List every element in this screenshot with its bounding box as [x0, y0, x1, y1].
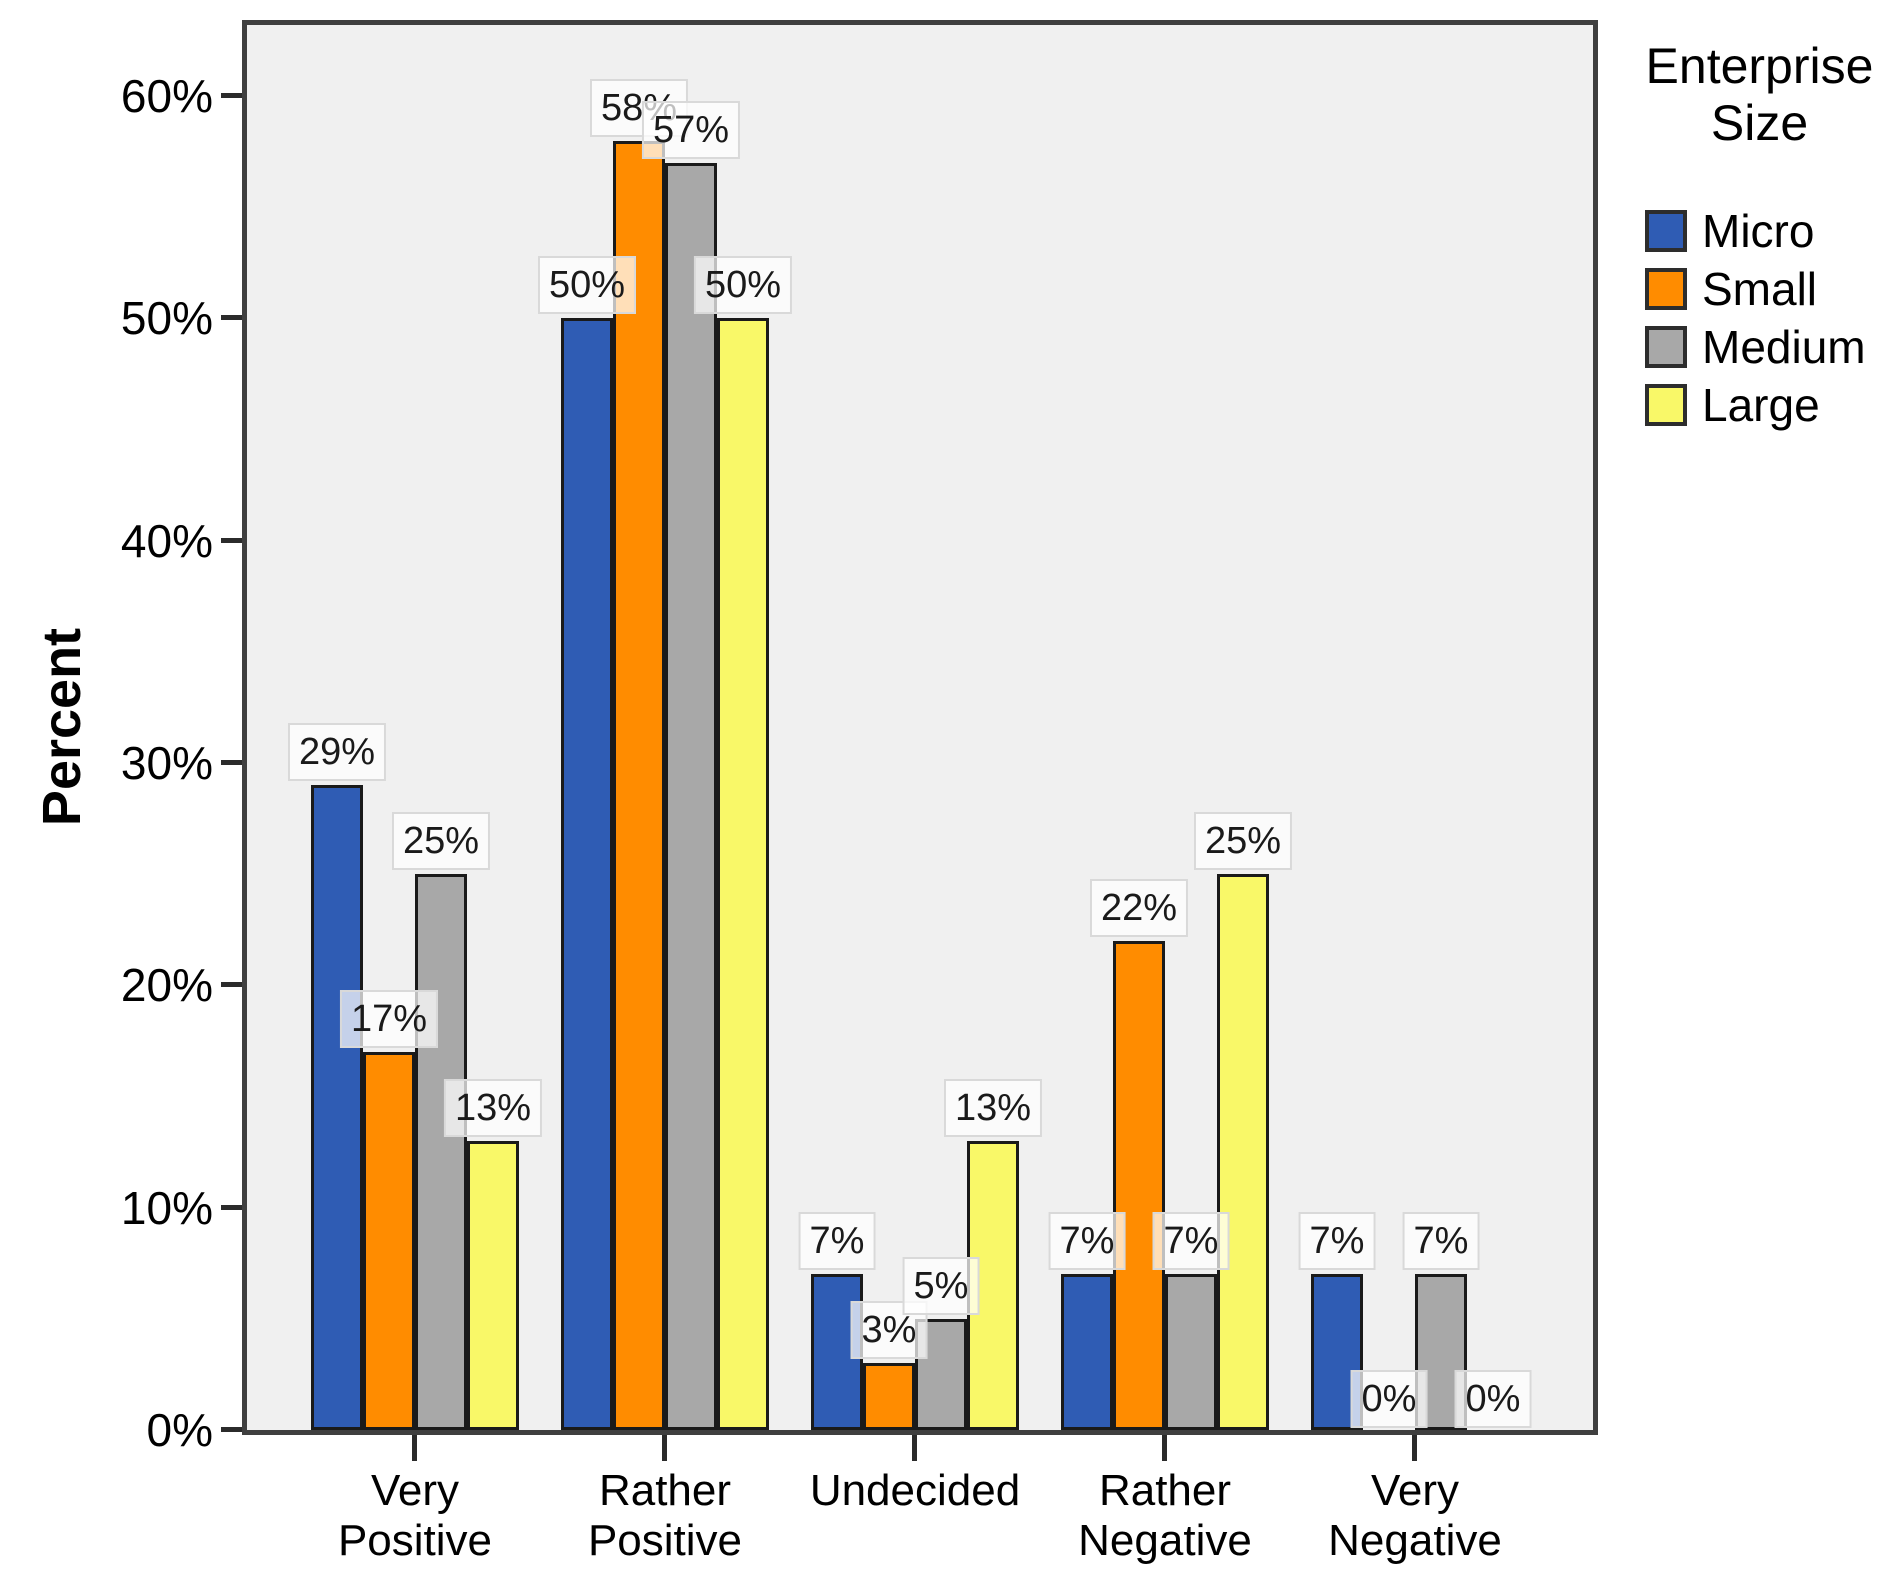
- x-tick-mark: [412, 1435, 417, 1461]
- plot-area: 29% 50% 7% 7% 7% 17% 58% 3% 22% 0% 25% 57% 5% 7% 7% 13%…: [242, 20, 1598, 1435]
- x-tick-mark: [912, 1435, 917, 1461]
- bar: [1061, 1274, 1113, 1430]
- y-tick-mark: [221, 315, 247, 321]
- y-axis-title: Percent: [32, 627, 92, 827]
- legend-item: Large: [1645, 380, 1820, 430]
- bar: [1165, 1274, 1217, 1430]
- x-category-label: Very Positive: [337, 1466, 493, 1565]
- legend-title: Enterprise Size: [1645, 38, 1874, 151]
- legend-label: Small: [1702, 263, 1818, 315]
- bar-value-label: 7%: [1152, 1212, 1230, 1270]
- bar-value-label: 5%: [902, 1257, 980, 1315]
- legend-label: Medium: [1702, 321, 1866, 373]
- bar-value-label: 13%: [943, 1079, 1043, 1137]
- y-tick-label: 40%: [120, 514, 213, 567]
- x-tick-mark: [662, 1435, 667, 1461]
- bar: [311, 785, 363, 1430]
- bar: [415, 874, 467, 1430]
- bar: [1113, 941, 1165, 1430]
- bar: [363, 1052, 415, 1430]
- bar-value-label: 29%: [287, 723, 387, 781]
- bar-value-label: 13%: [443, 1079, 543, 1137]
- bar: [665, 163, 717, 1430]
- x-category-label: Rather Positive: [587, 1466, 743, 1565]
- bar-value-label: 57%: [641, 101, 741, 159]
- bar-value-label: 7%: [1048, 1212, 1126, 1270]
- bar-value-label: 25%: [1193, 812, 1293, 870]
- legend-swatch-medium: [1645, 326, 1687, 368]
- x-category-label: Very Negative: [1328, 1466, 1502, 1565]
- bar-value-label: 7%: [1402, 1212, 1480, 1270]
- y-tick-label: 60%: [120, 70, 213, 123]
- y-tick-label: 50%: [120, 292, 213, 345]
- y-tick-label: 0%: [146, 1404, 213, 1456]
- legend-item: Small: [1645, 264, 1817, 314]
- y-tick-label: 10%: [120, 1181, 213, 1234]
- x-tick-mark: [1412, 1435, 1417, 1461]
- bar-value-label: 25%: [391, 812, 491, 870]
- bar: [613, 141, 665, 1430]
- x-tick-mark: [1162, 1435, 1167, 1461]
- bar: [561, 318, 613, 1430]
- bar: [863, 1363, 915, 1430]
- x-category-label: Undecided: [809, 1466, 1021, 1515]
- bar-value-label: 0%: [1454, 1370, 1532, 1428]
- bar-value-label: 7%: [798, 1212, 876, 1270]
- y-tick-label: 20%: [120, 959, 213, 1012]
- y-tick-mark: [221, 760, 247, 766]
- legend-label: Micro: [1702, 205, 1815, 257]
- y-tick-mark: [221, 982, 247, 988]
- bar-value-label: 50%: [537, 256, 637, 314]
- legend-label: Large: [1702, 379, 1820, 431]
- legend-swatch-small: [1645, 268, 1687, 310]
- legend-swatch-large: [1645, 384, 1687, 426]
- bar-value-label: 22%: [1089, 879, 1189, 937]
- bar: [1217, 874, 1269, 1430]
- x-category-label: Rather Negative: [1078, 1466, 1252, 1565]
- bar-value-label: 17%: [339, 990, 439, 1048]
- bar: [467, 1141, 519, 1430]
- y-tick-label: 30%: [120, 737, 213, 790]
- y-tick-mark: [221, 1427, 247, 1432]
- legend-item: Medium: [1645, 322, 1866, 372]
- bar-value-label: 50%: [693, 256, 793, 314]
- bar-value-label: 7%: [1298, 1212, 1376, 1270]
- y-tick-mark: [221, 537, 247, 543]
- legend-item: Micro: [1645, 206, 1814, 256]
- legend-swatch-micro: [1645, 210, 1687, 252]
- bar-value-label: 0%: [1350, 1370, 1428, 1428]
- bar: [717, 318, 769, 1430]
- y-tick-mark: [221, 93, 247, 99]
- y-tick-mark: [221, 1204, 247, 1210]
